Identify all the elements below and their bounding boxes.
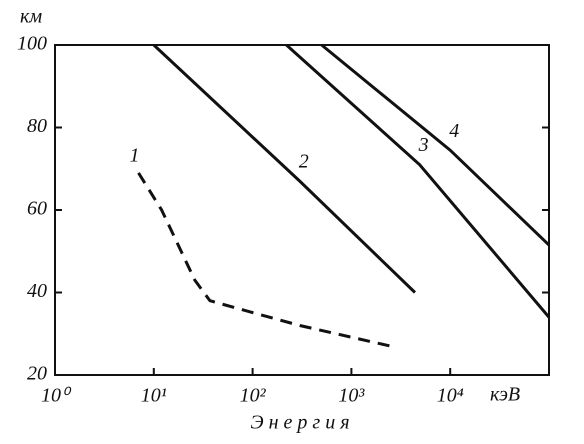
line bbox=[152, 43, 417, 294]
curve-label: 3 bbox=[418, 134, 429, 156]
line bbox=[285, 43, 551, 319]
curve-label: 2 bbox=[299, 151, 309, 173]
x-tick-label: 10⁴ bbox=[437, 385, 464, 407]
line bbox=[137, 172, 392, 348]
line bbox=[320, 43, 551, 247]
curve-label: 4 bbox=[449, 120, 459, 142]
y-unit: км bbox=[20, 6, 42, 28]
x-tick-label: 10⁰ bbox=[41, 385, 72, 407]
y-tick-label: 60 bbox=[27, 198, 47, 220]
x-tick-label: 10³ bbox=[338, 385, 365, 407]
x-axis-label: Э н е р г и я bbox=[251, 412, 350, 434]
x-unit: кэВ bbox=[490, 384, 520, 406]
curve-label: 1 bbox=[129, 144, 139, 166]
y-tick-label: 20 bbox=[27, 363, 47, 385]
y-tick-label: 80 bbox=[27, 115, 47, 137]
x-tick-label: 10² bbox=[240, 385, 267, 407]
x-tick-label: 10¹ bbox=[141, 385, 167, 407]
y-tick-label: 40 bbox=[27, 280, 47, 302]
y-tick-label: 100 bbox=[17, 33, 47, 55]
